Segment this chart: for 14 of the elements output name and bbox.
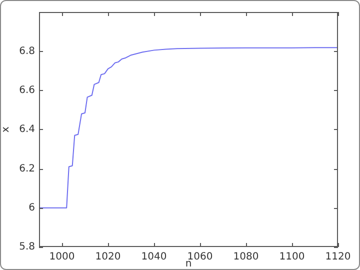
y-tick-label: 6.8 xyxy=(19,46,35,57)
x-tick-label: 1100 xyxy=(279,252,305,263)
x-tick-label: 1080 xyxy=(233,252,259,263)
y-tick-label: 6.4 xyxy=(19,124,35,136)
x-tick-label: 1000 xyxy=(49,252,75,263)
y-axis-title: x xyxy=(0,126,12,132)
y-tick-label: 6.2 xyxy=(19,163,35,174)
x-axis-title: n xyxy=(185,258,192,270)
y-tick-label: 6 xyxy=(28,202,35,214)
y-tick-label: 5.8 xyxy=(19,242,35,253)
y-tick-label: 6.6 xyxy=(19,84,35,96)
x-tick-label: 1020 xyxy=(95,252,121,263)
x-tick-label: 1040 xyxy=(141,252,167,263)
x-tick-label: 1120 xyxy=(325,252,351,263)
